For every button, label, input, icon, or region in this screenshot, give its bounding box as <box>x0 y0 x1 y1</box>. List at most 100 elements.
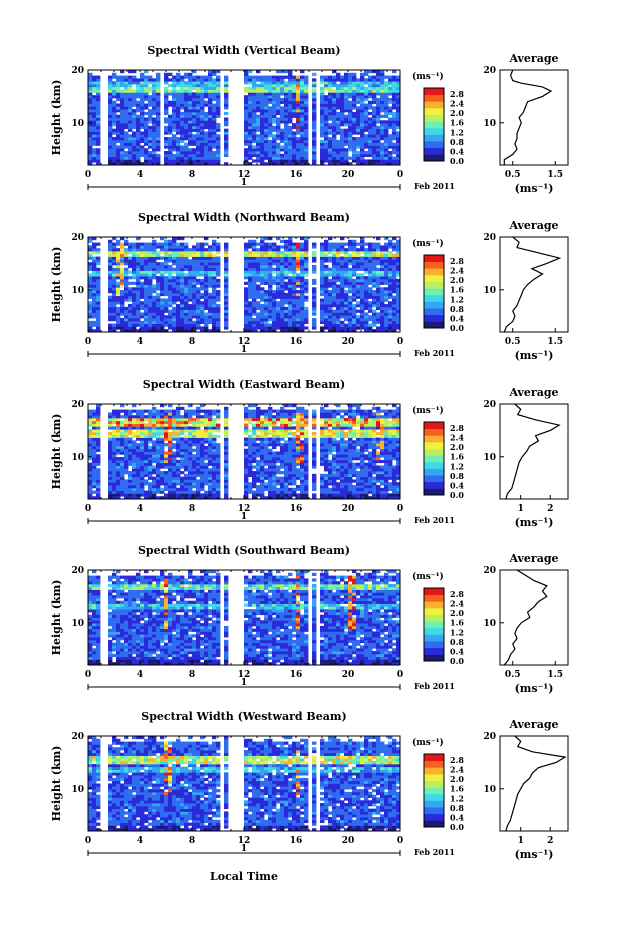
heatmap-cell <box>292 75 297 79</box>
heatmap-cell <box>152 471 157 475</box>
heatmap-cell <box>304 312 309 316</box>
heatmap-cell <box>180 120 185 124</box>
heatmap-cell <box>284 318 289 322</box>
heatmap-cell <box>384 145 389 149</box>
heatmap-cell <box>180 276 185 280</box>
heatmap-cell <box>360 281 365 285</box>
heatmap-cell <box>296 264 301 269</box>
heatmap-cell <box>284 284 289 288</box>
heatmap-cell <box>276 295 281 299</box>
heatmap-cell <box>340 145 345 149</box>
panel-title: Spectral Width (Vertical Beam) <box>147 44 340 57</box>
heatmap-cell <box>264 106 269 110</box>
heatmap-cell <box>136 86 141 90</box>
heatmap-cell <box>124 156 129 160</box>
heatmap-cell <box>148 159 153 163</box>
heatmap-cell <box>244 315 249 319</box>
heatmap-cell <box>216 306 221 311</box>
heatmap-cell <box>352 267 357 271</box>
heatmap-cell <box>120 270 125 274</box>
heatmap-cell <box>172 465 177 469</box>
heatmap-cell <box>372 86 377 90</box>
heatmap-cell <box>144 440 149 444</box>
heatmap-cell <box>276 148 281 152</box>
heatmap-cell <box>388 256 393 260</box>
heatmap-cell <box>304 245 309 249</box>
heatmap-cell <box>312 123 317 127</box>
heatmap-cell <box>192 109 197 113</box>
heatmap-cell <box>188 114 193 118</box>
heatmap-cell <box>332 264 337 269</box>
heatmap-cell <box>172 75 177 79</box>
heatmap-cell <box>92 301 97 305</box>
heatmap-cell <box>172 256 177 260</box>
heatmap-cell <box>336 323 341 327</box>
heatmap-cell <box>388 83 393 88</box>
heatmap-cell <box>312 304 317 308</box>
heatmap-cell <box>116 415 121 419</box>
heatmap-cell <box>160 284 165 288</box>
heatmap-cell <box>144 278 149 283</box>
heatmap-cell <box>180 145 185 149</box>
heatmap-cell <box>268 326 273 330</box>
heatmap-cell <box>244 256 249 260</box>
heatmap-cell <box>320 100 325 104</box>
heatmap-cell <box>164 454 169 458</box>
heatmap-cell <box>156 142 161 146</box>
heatmap-cell <box>276 151 281 155</box>
heatmap-cell <box>208 109 213 113</box>
heatmap-cell <box>196 131 201 135</box>
colorbar-tick-label: 2.4 <box>450 266 464 276</box>
heatmap-cell <box>160 443 165 447</box>
heatmap-cell <box>356 111 361 116</box>
heatmap-cell <box>252 262 257 266</box>
heatmap-cell <box>112 156 117 160</box>
heatmap-cell <box>260 312 265 316</box>
heatmap-cell <box>156 451 161 455</box>
heatmap-cell <box>136 95 141 99</box>
heatmap-cell <box>92 86 97 90</box>
heatmap-cell <box>332 128 337 132</box>
heatmap-cell <box>96 298 101 302</box>
heatmap-cell <box>296 95 301 99</box>
heatmap-cell <box>248 315 253 319</box>
heatmap-cell <box>296 267 301 271</box>
heatmap-cell <box>180 131 185 135</box>
heatmap-cell <box>144 256 149 260</box>
heatmap-cell <box>136 448 141 452</box>
heatmap-cell <box>108 89 113 93</box>
heatmap-cell <box>252 273 257 277</box>
heatmap-cell <box>120 242 125 246</box>
heatmap-cell <box>192 292 197 297</box>
heatmap-cell <box>392 320 397 325</box>
heatmap-cell <box>140 292 145 297</box>
heatmap-cell <box>268 142 273 146</box>
heatmap-cell <box>88 284 93 288</box>
heatmap-cell <box>348 100 353 104</box>
heatmap-cell <box>324 120 329 124</box>
heatmap-cell <box>256 273 261 277</box>
heatmap-cell <box>352 72 357 76</box>
heatmap-cell <box>276 326 281 330</box>
heatmap-cell <box>132 404 137 408</box>
heatmap-cell <box>396 309 401 313</box>
heatmap-cell <box>148 131 153 135</box>
heatmap-cell <box>368 281 373 285</box>
heatmap-cell <box>368 270 373 274</box>
heatmap-cell <box>376 109 381 113</box>
heatmap-cell <box>196 287 201 291</box>
heatmap-cell <box>224 309 229 313</box>
heatmap-cell <box>176 276 181 280</box>
heatmap-cell <box>120 309 125 313</box>
heatmap-cell <box>248 295 253 299</box>
heatmap-cell <box>244 245 249 249</box>
heatmap-cell <box>128 423 133 427</box>
heatmap-cell <box>376 281 381 285</box>
heatmap-cell <box>124 267 129 271</box>
heatmap-cell <box>180 117 185 121</box>
heatmap-cell <box>324 292 329 297</box>
heatmap-cell <box>132 137 137 141</box>
heatmap-cell <box>152 270 157 274</box>
heatmap-cell <box>132 148 137 152</box>
heatmap-cell <box>336 145 341 149</box>
